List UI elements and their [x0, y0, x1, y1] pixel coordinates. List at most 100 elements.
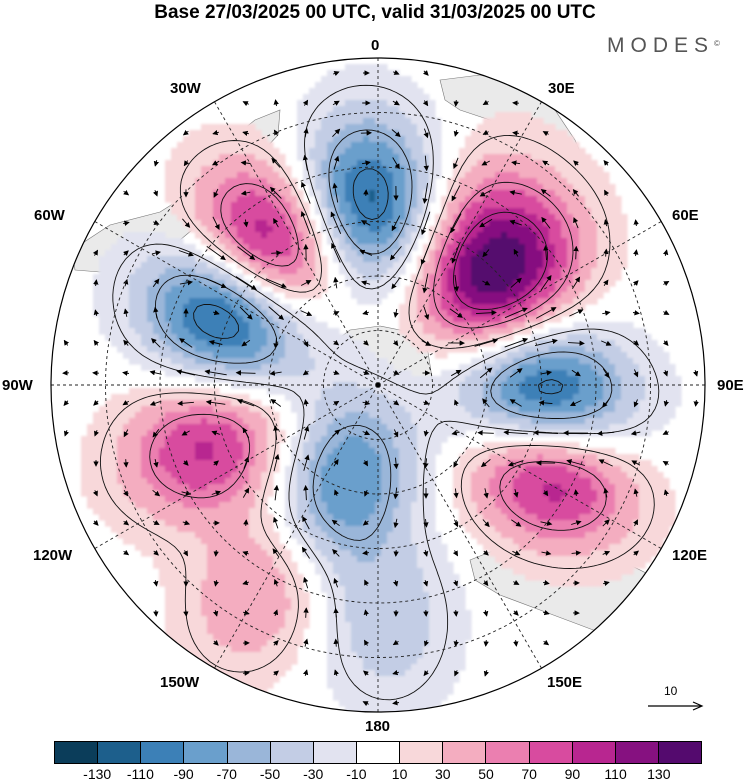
anomaly-cell: [561, 196, 568, 203]
anomaly-cell: [237, 412, 244, 419]
anomaly-cell: [327, 100, 334, 107]
anomaly-cell: [525, 244, 532, 251]
anomaly-cell: [249, 208, 256, 215]
anomaly-cell: [657, 352, 664, 359]
anomaly-cell: [213, 442, 220, 449]
anomaly-cell: [489, 250, 496, 257]
anomaly-cell: [531, 466, 538, 473]
anomaly-cell: [381, 76, 388, 83]
anomaly-cell: [441, 268, 448, 275]
anomaly-cell: [579, 166, 586, 173]
anomaly-cell: [279, 346, 286, 353]
anomaly-cell: [501, 178, 508, 185]
anomaly-cell: [321, 196, 328, 203]
anomaly-cell: [309, 424, 316, 431]
anomaly-cell: [597, 466, 604, 473]
anomaly-cell: [357, 130, 364, 137]
anomaly-cell: [357, 394, 364, 401]
anomaly-cell: [453, 484, 460, 491]
anomaly-cell: [489, 130, 496, 137]
anomaly-cell: [171, 202, 178, 209]
anomaly-cell: [225, 340, 232, 347]
anomaly-cell: [675, 376, 682, 383]
anomaly-cell: [387, 412, 394, 419]
anomaly-cell: [333, 346, 340, 353]
anomaly-cell: [243, 442, 250, 449]
anomaly-cell: [135, 316, 142, 323]
anomaly-cell: [357, 478, 364, 485]
anomaly-cell: [531, 316, 538, 323]
anomaly-cell: [483, 478, 490, 485]
anomaly-cell: [609, 430, 616, 437]
anomaly-cell: [255, 484, 262, 491]
anomaly-cell: [201, 490, 208, 497]
anomaly-cell: [183, 352, 190, 359]
anomaly-cell: [267, 232, 274, 239]
anomaly-cell: [315, 82, 322, 89]
anomaly-cell: [81, 484, 88, 491]
anomaly-cell: [627, 478, 634, 485]
anomaly-cell: [465, 142, 472, 149]
anomaly-cell: [555, 256, 562, 263]
anomaly-cell: [513, 472, 520, 479]
anomaly-cell: [519, 424, 526, 431]
anomaly-cell: [423, 148, 430, 155]
anomaly-cell: [501, 352, 508, 359]
anomaly-cell: [525, 406, 532, 413]
anomaly-cell: [357, 448, 364, 455]
anomaly-cell: [249, 130, 256, 137]
anomaly-cell: [471, 202, 478, 209]
anomaly-cell: [345, 484, 352, 491]
anomaly-cell: [291, 286, 298, 293]
anomaly-cell: [519, 202, 526, 209]
anomaly-cell: [159, 238, 166, 245]
anomaly-cell: [231, 412, 238, 419]
anomaly-cell: [165, 466, 172, 473]
anomaly-cell: [189, 334, 196, 341]
anomaly-cell: [501, 232, 508, 239]
anomaly-cell: [225, 172, 232, 179]
anomaly-cell: [639, 406, 646, 413]
anomaly-cell: [507, 322, 514, 329]
anomaly-cell: [303, 118, 310, 125]
anomaly-cell: [435, 148, 442, 155]
anomaly-cell: [603, 364, 610, 371]
anomaly-cell: [597, 196, 604, 203]
anomaly-cell: [147, 328, 154, 335]
anomaly-cell: [513, 286, 520, 293]
anomaly-cell: [285, 334, 292, 341]
anomaly-cell: [111, 478, 118, 485]
anomaly-cell: [129, 316, 136, 323]
anomaly-cell: [207, 442, 214, 449]
anomaly-cell: [495, 310, 502, 317]
anomaly-cell: [513, 466, 520, 473]
anomaly-cell: [435, 136, 442, 143]
anomaly-cell: [513, 442, 520, 449]
anomaly-cell: [525, 310, 532, 317]
anomaly-cell: [615, 478, 622, 485]
anomaly-cell: [231, 238, 238, 245]
anomaly-cell: [129, 274, 136, 281]
anomaly-cell: [369, 292, 376, 299]
anomaly-cell: [363, 256, 370, 263]
anomaly-cell: [123, 256, 130, 263]
anomaly-cell: [207, 130, 214, 137]
anomaly-cell: [237, 430, 244, 437]
anomaly-cell: [219, 370, 226, 377]
anomaly-cell: [117, 316, 124, 323]
anomaly-cell: [141, 442, 148, 449]
anomaly-cell: [585, 328, 592, 335]
anomaly-cell: [237, 358, 244, 365]
anomaly-cell: [609, 190, 616, 197]
anomaly-cell: [93, 472, 100, 479]
anomaly-cell: [621, 232, 628, 239]
anomaly-cell: [591, 490, 598, 497]
anomaly-cell: [405, 310, 412, 317]
anomaly-cell: [573, 214, 580, 221]
anomaly-cell: [189, 406, 196, 413]
anomaly-cell: [477, 364, 484, 371]
anomaly-cell: [357, 178, 364, 185]
anomaly-cell: [165, 400, 172, 407]
anomaly-cell: [375, 364, 382, 371]
anomaly-cell: [465, 274, 472, 281]
